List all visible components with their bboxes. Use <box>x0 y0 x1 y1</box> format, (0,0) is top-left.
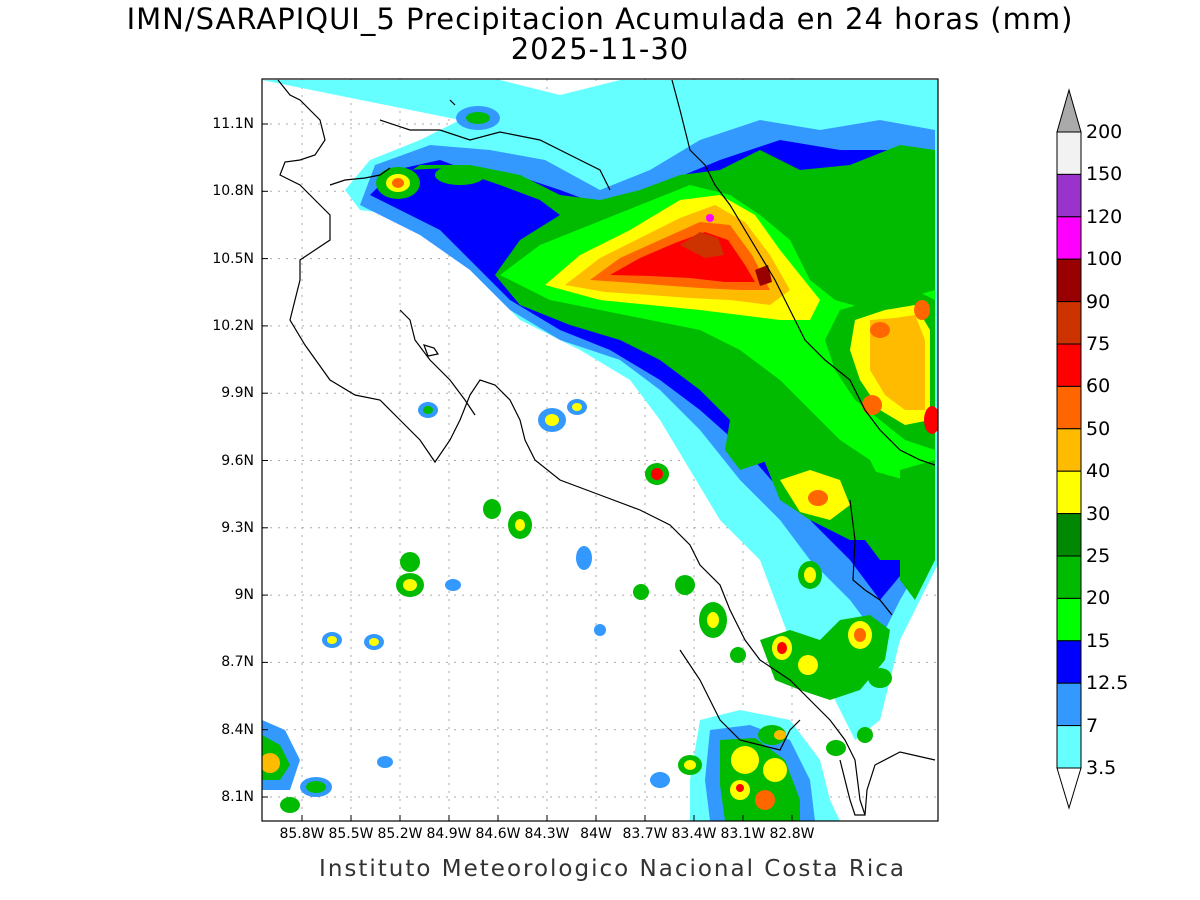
colorbar-label: 60 <box>1086 375 1111 398</box>
colorbar-label: 50 <box>1086 417 1111 440</box>
colorbar <box>1056 88 1082 810</box>
lat-tick-label: 8.1N <box>221 789 254 805</box>
lat-tick-label: 8.7N <box>221 654 254 671</box>
lat-tick-label: 9N <box>234 587 254 604</box>
colorbar-label: 3.5 <box>1086 757 1117 779</box>
map-title: IMN/SARAPIQUI_5 Precipitacion Acumulada … <box>126 2 1074 36</box>
colorbar-label: 15 <box>1086 629 1111 652</box>
colorbar-top-arrow <box>1056 88 1082 133</box>
rain-cells-southeast <box>650 615 892 821</box>
lat-tick-label: 10.8N <box>212 183 254 200</box>
colorbar-label: 25 <box>1086 545 1111 567</box>
rain-cells-scattered <box>322 399 746 768</box>
colorbar-label: 20 <box>1086 587 1111 610</box>
colorbar-label: 150 <box>1086 163 1123 186</box>
axis-ticks <box>262 123 793 821</box>
colorbar-label: 90 <box>1086 290 1111 313</box>
colorbar-label: 120 <box>1086 205 1123 228</box>
rain-cells-east <box>725 290 938 600</box>
colorbar-swatch <box>1056 173 1082 218</box>
lon-tick-label: 84.6W <box>475 826 521 842</box>
precipitation-field <box>262 79 938 821</box>
colorbar-swatch <box>1056 725 1082 769</box>
lon-tick-label: 84.9W <box>426 826 472 842</box>
lon-tick-label: 82.8W <box>769 826 815 842</box>
map-date: 2025-11-30 <box>510 32 690 66</box>
lat-tick-label: 11.1N <box>212 116 254 132</box>
footer-credit: Instituto Meteorologico Nacional Costa R… <box>319 856 906 882</box>
colorbar-swatch <box>1056 597 1082 642</box>
colorbar-swatch <box>1056 555 1082 599</box>
lon-tick-label: 83.1W <box>720 826 766 842</box>
colorbar-label: 100 <box>1086 248 1123 271</box>
lat-tick-label: 8.4N <box>221 721 254 738</box>
lat-tick-label: 10.2N <box>212 317 254 334</box>
colorbar-swatch <box>1056 385 1082 430</box>
colorbar-swatch <box>1056 428 1082 472</box>
lat-tick-label: 9.6N <box>221 452 254 469</box>
lon-tick-label: 85.2W <box>377 826 423 842</box>
lon-tick-label: 83.7W <box>622 826 668 842</box>
rain-cells-southwest <box>262 720 332 813</box>
colorbar-label: 40 <box>1086 460 1111 483</box>
colorbar-label: 12.5 <box>1086 672 1129 695</box>
colorbar-swatch <box>1056 682 1082 727</box>
colorbar-label: 7 <box>1086 714 1099 737</box>
lat-tick-label: 9.9N <box>221 385 254 402</box>
colorbar-swatch <box>1056 216 1082 260</box>
lon-tick-label: 84.3W <box>524 826 570 842</box>
colorbar-label: 75 <box>1086 333 1111 355</box>
plot-frame <box>261 78 939 822</box>
colorbar-swatch <box>1056 258 1082 303</box>
colorbar-bottom-arrow <box>1056 767 1082 810</box>
colorbar-swatch <box>1056 470 1082 515</box>
colorbar-swatch <box>1056 513 1082 557</box>
colorbar-label: 30 <box>1086 502 1111 525</box>
colorbar-swatch <box>1056 640 1082 684</box>
colorbar-swatch <box>1056 301 1082 345</box>
rain-cells-northwest <box>376 106 500 199</box>
lon-tick-label: 85.8W <box>279 826 325 842</box>
colorbar-label: 200 <box>1086 121 1123 143</box>
coastlines-and-borders <box>277 79 936 816</box>
lat-tick-label: 10.5N <box>212 250 254 267</box>
lat-tick-label: 9.3N <box>221 519 254 536</box>
lon-tick-label: 84W <box>580 826 612 842</box>
colorbar-swatch <box>1056 131 1082 175</box>
lon-tick-label: 85.5W <box>328 826 374 842</box>
lon-tick-label: 83.4W <box>671 826 717 842</box>
colorbar-swatch <box>1056 343 1082 387</box>
